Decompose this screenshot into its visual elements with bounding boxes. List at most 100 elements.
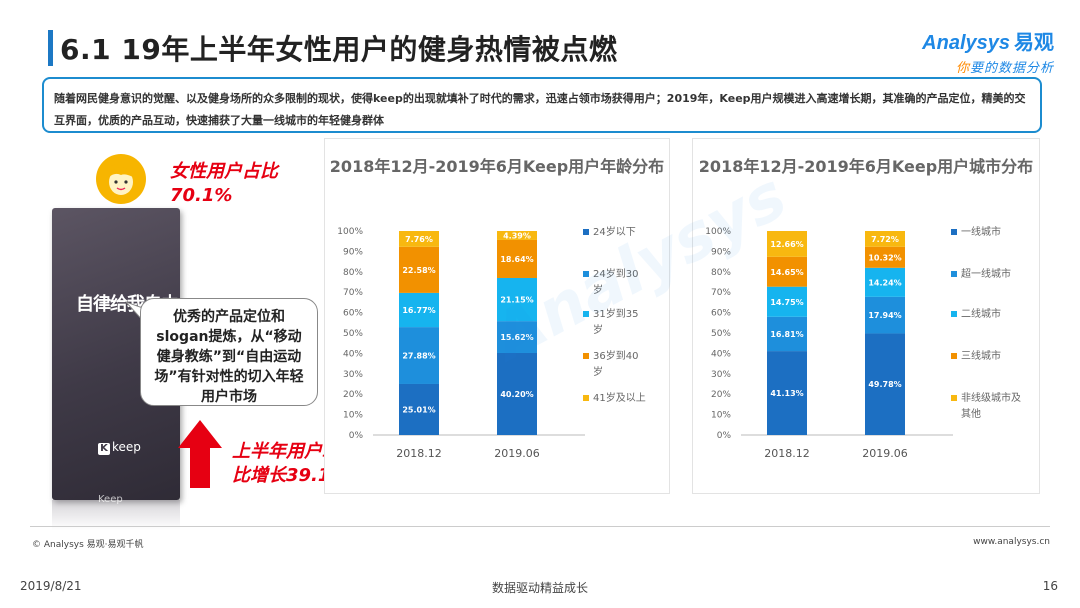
y-tick-label: 60%	[343, 309, 363, 319]
legend-label: 岁	[593, 283, 603, 296]
y-tick-label: 30%	[711, 370, 731, 380]
y-tick-label: 10%	[711, 411, 731, 421]
growth-label: 上半年用户环 比增长39.1%	[232, 441, 349, 486]
site-url[interactable]: www.analysys.cn	[973, 537, 1050, 547]
page-number: 16	[1042, 579, 1058, 593]
legend-label: 岁	[593, 323, 603, 336]
chart-title: 2018年12月-2019年6月Keep用户城市分布	[698, 157, 1034, 176]
x-tick-label: 2019.06	[494, 447, 540, 460]
female-ratio-label: 女性用户占比 70.1%	[170, 161, 278, 206]
y-tick-label: 70%	[343, 288, 363, 298]
y-tick-label: 100%	[705, 227, 731, 237]
bar-segment	[497, 277, 537, 322]
y-tick-label: 50%	[343, 329, 363, 339]
legend-swatch	[583, 395, 589, 401]
legend-label: 24岁以下	[593, 225, 636, 238]
y-tick-label: 100%	[337, 227, 363, 237]
legend-swatch	[951, 395, 957, 401]
reflection-brand: Keep	[98, 494, 123, 505]
logo-wordmark: Analysys 易观	[922, 30, 1054, 54]
x-tick-label: 2019.06	[862, 447, 908, 460]
data-label: 27.88%	[402, 352, 435, 361]
data-label: 4.39%	[503, 231, 531, 240]
legend-label: 岁	[593, 365, 603, 378]
data-label: 40.20%	[500, 390, 533, 399]
bar-segment	[767, 286, 807, 317]
legend-swatch	[583, 311, 589, 317]
bar-segment	[767, 231, 807, 257]
data-label: 25.01%	[402, 405, 435, 414]
city-distribution-chart: 2018年12月-2019年6月Keep用户城市分布 0% 10% 20% 30% 40…	[692, 138, 1040, 494]
data-label: 41.13%	[770, 389, 803, 398]
bar-segment	[497, 239, 537, 278]
bar-segment	[399, 327, 439, 384]
bar-segment	[399, 383, 439, 435]
phone-reflection	[52, 500, 180, 530]
legend-swatch	[583, 229, 589, 235]
legend-label: 非线级城市及	[961, 391, 1021, 404]
bar-segment	[399, 231, 439, 247]
data-label: 14.24%	[868, 278, 901, 287]
data-label: 16.81%	[770, 330, 803, 339]
legend-swatch	[583, 271, 589, 277]
bar-segment	[399, 292, 439, 328]
data-label: 18.64%	[500, 255, 533, 264]
data-label: 10.32%	[868, 253, 901, 262]
bar-segment	[865, 246, 905, 268]
legend-label: 41岁及以上	[593, 391, 646, 404]
legend-label: 36岁到40	[593, 349, 638, 362]
y-tick-label: 0%	[349, 431, 364, 441]
bar-segment	[497, 321, 537, 353]
legend-swatch	[951, 271, 957, 277]
legend-swatch	[951, 229, 957, 235]
y-tick-label: 40%	[343, 349, 363, 359]
footer-slogan: 数据驱动精益成长	[491, 581, 588, 595]
y-tick-label: 10%	[343, 411, 363, 421]
bar-segment	[497, 231, 537, 240]
data-label: 7.72%	[871, 235, 899, 244]
legend-swatch	[951, 353, 957, 359]
data-label: 14.65%	[770, 268, 803, 277]
bar-segment	[497, 352, 537, 435]
data-label: 12.66%	[770, 240, 803, 249]
bar-segment	[865, 333, 905, 435]
keep-k-icon: K	[98, 443, 110, 455]
data-label: 14.75%	[770, 298, 803, 307]
legend-swatch	[583, 353, 589, 359]
bar-segment	[865, 267, 905, 297]
report-date: 2019/8/21	[20, 579, 82, 593]
bar-segment	[767, 316, 807, 352]
data-label: 21.15%	[500, 296, 533, 305]
analysys-logo: Analysys 易观 你要的数据分析	[922, 26, 1054, 76]
bar-segment	[767, 351, 807, 435]
x-tick-label: 2018.12	[396, 447, 442, 460]
copyright: © Analysys 易观·易观千帆	[32, 540, 144, 550]
y-tick-label: 30%	[343, 370, 363, 380]
footer-divider	[30, 526, 1050, 527]
legend-swatch	[951, 311, 957, 317]
data-label: 16.77%	[402, 306, 435, 315]
legend-label: 31岁到35	[593, 307, 638, 320]
female-avatar-icon	[96, 154, 146, 204]
legend-label: 24岁到30	[593, 267, 638, 280]
y-tick-label: 90%	[343, 247, 363, 257]
legend-label: 二线城市	[961, 307, 1001, 320]
legend-label: 超一线城市	[961, 267, 1011, 280]
y-tick-label: 80%	[343, 268, 363, 278]
y-tick-label: 80%	[711, 268, 731, 278]
y-tick-label: 90%	[711, 247, 731, 257]
y-tick-label: 60%	[711, 309, 731, 319]
logo-tagline: 你要的数据分析	[955, 61, 1054, 76]
data-label: 17.94%	[868, 311, 901, 320]
city-chart-svg: 0% 10% 20% 30% 40% 50% 60% 70% 80% 90% 100% 41.13% 1…	[705, 225, 1021, 460]
legend-label: 其他	[961, 407, 981, 420]
positioning-callout: 优秀的产品定位和slogan提炼，从“移动健身教练”到“自由运动场”有针对性的切…	[140, 298, 318, 406]
growth-arrow-icon	[178, 420, 222, 488]
age-distribution-chart: 2018年12月-2019年6月Keep用户年龄分布 0% 10% 20% 30% 40…	[324, 138, 670, 494]
data-label: 15.62%	[500, 333, 533, 342]
legend-label: 三线城市	[961, 349, 1001, 362]
bar-segment	[865, 231, 905, 247]
y-tick-label: 20%	[711, 390, 731, 400]
y-tick-label: 0%	[717, 431, 732, 441]
